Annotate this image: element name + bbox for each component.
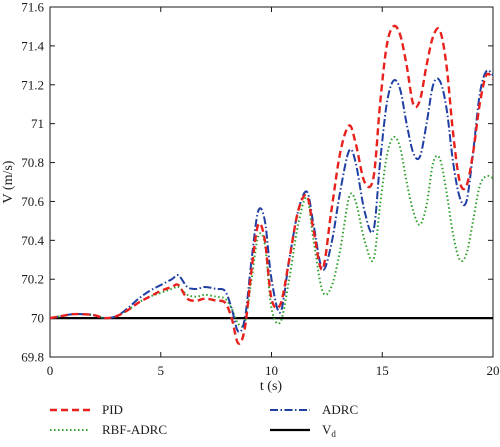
legend-label: RBF-ADRC [102, 422, 167, 437]
x-tick-label: 5 [158, 363, 165, 378]
x-tick-label: 15 [376, 363, 389, 378]
legend: PID ADRC RBF-ADRC Vd [50, 402, 358, 439]
series-line-rbf-adrc [49, 135, 494, 328]
y-tick-label: 71.6 [21, 0, 44, 15]
y-tick-label: 71.2 [21, 77, 44, 92]
y-axis-label: V (m/s) [1, 160, 16, 203]
x-tick-label: 20 [487, 363, 500, 378]
legend-label: ADRC [322, 402, 358, 417]
y-tick-label: 70 [31, 311, 44, 326]
y-tick-label: 70.8 [21, 155, 44, 170]
y-tick-label: 70.2 [21, 272, 44, 287]
series-line-pid [49, 24, 494, 345]
y-tick-label: 71.4 [21, 38, 44, 53]
series-line-adrc [49, 69, 494, 334]
y-tick-label: 70.4 [21, 233, 44, 248]
legend-label: Vd [322, 422, 336, 439]
y-tick-label: 69.8 [21, 350, 44, 365]
legend-label: PID [102, 402, 123, 417]
series-layer [49, 24, 494, 345]
y-tick-label: 70.6 [21, 194, 44, 209]
x-axis-label: t (s) [260, 379, 283, 394]
x-tick-label: 0 [47, 363, 54, 378]
x-tick-label: 10 [265, 363, 278, 378]
y-tick-label: 71 [31, 116, 44, 131]
axis-ticks: 0 5 10 15 20 69.8 70 70.2 70.4 70.6 70.8 71 71.2 71.4… [21, 0, 499, 378]
